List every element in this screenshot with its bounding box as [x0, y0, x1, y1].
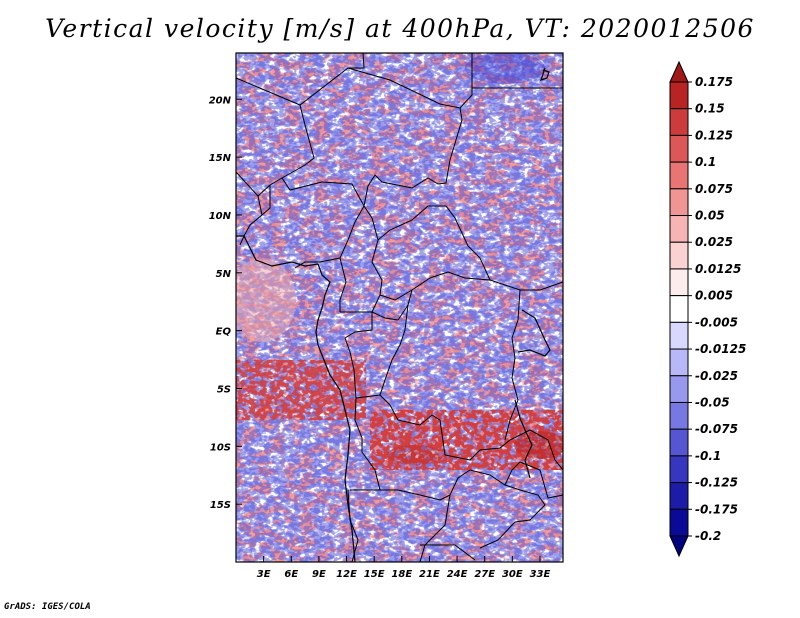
colorbar: 0.175 0.15 0.125 0.1 0.075 0.05 0.025 0.0125 0.0…	[669, 60, 746, 558]
lat-tick-label: 20N	[209, 95, 232, 106]
colorbar-label: 0.1	[695, 155, 716, 169]
map-frame	[235, 52, 564, 563]
lon-tick-label: 27E	[474, 569, 495, 580]
field-region-west	[236, 258, 296, 342]
colorbar-segment	[669, 241, 689, 270]
colorbar-segment	[669, 81, 689, 110]
colorbar-segment	[669, 375, 689, 403]
colorbar-segment	[669, 134, 689, 163]
lon-tick-label: 24E	[447, 569, 468, 580]
convection-band	[236, 360, 563, 470]
velocity-field	[236, 53, 563, 562]
lat-tick-label: 15N	[209, 153, 232, 164]
colorbar-label: 0.05	[695, 209, 725, 223]
lon-tick-label: 3E	[257, 569, 271, 580]
country-borders	[236, 53, 563, 562]
latitude-ticks: 20N 15N 10N 5N EQ 5S 10S 15S	[209, 95, 242, 511]
colorbar-label: -0.175	[695, 502, 738, 516]
colorbar-label: -0.1	[695, 449, 721, 463]
colorbar-label: 0.175	[695, 75, 733, 89]
colorbar-top-arrow	[669, 60, 689, 83]
colorbar-label: -0.0125	[695, 342, 746, 356]
colorbar-label: -0.05	[695, 395, 730, 409]
colorbar-label: -0.2	[695, 529, 721, 543]
lon-tick-label: 30E	[502, 569, 523, 580]
lat-tick-label: 5N	[216, 269, 232, 280]
colorbar-segment	[669, 428, 689, 457]
lon-tick-label: 18E	[391, 569, 412, 580]
colorbar-label: 0.075	[695, 182, 733, 196]
colorbar-segment	[669, 268, 689, 297]
colorbar-segment	[669, 401, 689, 430]
lon-tick-label: 21E	[419, 569, 440, 580]
chart-title: Vertical velocity [m/s] at 400hPa, VT: 2…	[45, 14, 755, 43]
colorbar-label: -0.025	[695, 369, 738, 383]
longitude-ticks: 3E 6E 9E 12E 15E 18E 21E 24E 27E 30E 33E	[257, 556, 551, 580]
colorbar-label: 0.005	[695, 289, 733, 303]
colorbar-label: -0.005	[695, 315, 738, 329]
colorbar-label: 0.025	[695, 235, 733, 249]
colorbar-label: -0.075	[695, 422, 738, 436]
colorbar-label: 0.15	[695, 102, 725, 116]
colorbar-segment	[669, 215, 689, 243]
colorbar-segment	[669, 321, 689, 350]
lat-tick-label: 15S	[210, 500, 231, 511]
lat-tick-label: 10N	[209, 211, 232, 222]
lat-tick-label: 10S	[210, 442, 231, 453]
lon-tick-label: 12E	[336, 569, 357, 580]
lon-tick-label: 15E	[364, 569, 385, 580]
lat-tick-label: EQ	[216, 327, 232, 338]
colorbar-segment	[669, 455, 689, 484]
lat-tick-label: 5S	[217, 384, 231, 395]
field-region-north	[465, 53, 545, 84]
colorbar-segment	[669, 188, 689, 217]
grads-credit: GrADS: IGES/COLA	[4, 602, 91, 612]
colorbar-segment	[669, 108, 689, 136]
colorbar-label: 0.125	[695, 128, 733, 142]
colorbar-label: 0.0125	[695, 262, 741, 276]
lon-tick-label: 33E	[530, 569, 551, 580]
colorbar-segment	[669, 161, 689, 190]
lon-tick-label: 6E	[284, 569, 298, 580]
colorbar-bottom-arrow	[669, 535, 689, 558]
colorbar-label: -0.125	[695, 476, 738, 490]
colorbar-segment	[669, 482, 689, 510]
colorbar-segment	[669, 348, 689, 377]
colorbar-segment	[669, 295, 689, 323]
lon-tick-label: 9E	[312, 569, 326, 580]
colorbar-segment	[669, 508, 689, 537]
coastline	[236, 67, 551, 562]
